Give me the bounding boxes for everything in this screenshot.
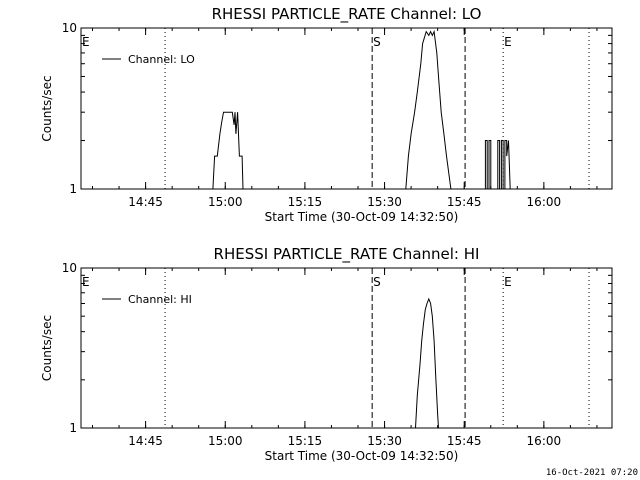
x-axis-label: Start Time (30-Oct-09 14:32:50) <box>265 449 459 463</box>
plot-frame <box>80 267 613 429</box>
x-tick-label: 16:00 <box>527 434 562 448</box>
y-tick-label: 10 <box>62 21 77 35</box>
event-marker-label: E <box>82 275 90 289</box>
series-line <box>81 29 612 190</box>
y-axis-label: Counts/sec <box>40 315 54 381</box>
x-tick-label: 15:30 <box>367 434 402 448</box>
y-tick-label: 1 <box>69 421 77 435</box>
x-tick-label: 16:00 <box>527 195 562 209</box>
legend-label: Channel: LO <box>128 53 195 66</box>
chart-title: RHESSI PARTICLE_RATE Channel: LO <box>212 5 482 24</box>
y-tick-label: 10 <box>62 261 77 275</box>
x-tick-label: 15:15 <box>288 195 323 209</box>
x-tick-label: 14:45 <box>128 434 163 448</box>
x-tick-label: 15:00 <box>208 434 243 448</box>
x-tick-label: 14:45 <box>128 195 163 209</box>
event-marker-label: S <box>373 35 381 49</box>
x-axis-label: Start Time (30-Oct-09 14:32:50) <box>265 210 459 224</box>
x-tick-label: 15:45 <box>447 195 482 209</box>
x-tick-label: 15:00 <box>208 195 243 209</box>
event-marker-label: S <box>373 275 381 289</box>
event-marker-label: E <box>82 35 90 49</box>
event-marker-label: E <box>504 275 512 289</box>
x-tick-label: 15:30 <box>367 195 402 209</box>
series-line <box>81 297 612 429</box>
legend-label: Channel: HI <box>128 293 192 306</box>
event-marker-label: E <box>504 35 512 49</box>
chart-title: RHESSI PARTICLE_RATE Channel: HI <box>214 245 480 264</box>
x-tick-label: 15:45 <box>447 434 482 448</box>
y-axis-label: Counts/sec <box>40 75 54 141</box>
timestamp: 16-Oct-2021 07:20 <box>545 468 638 478</box>
y-tick-label: 1 <box>69 182 77 196</box>
x-tick-label: 15:15 <box>288 434 323 448</box>
